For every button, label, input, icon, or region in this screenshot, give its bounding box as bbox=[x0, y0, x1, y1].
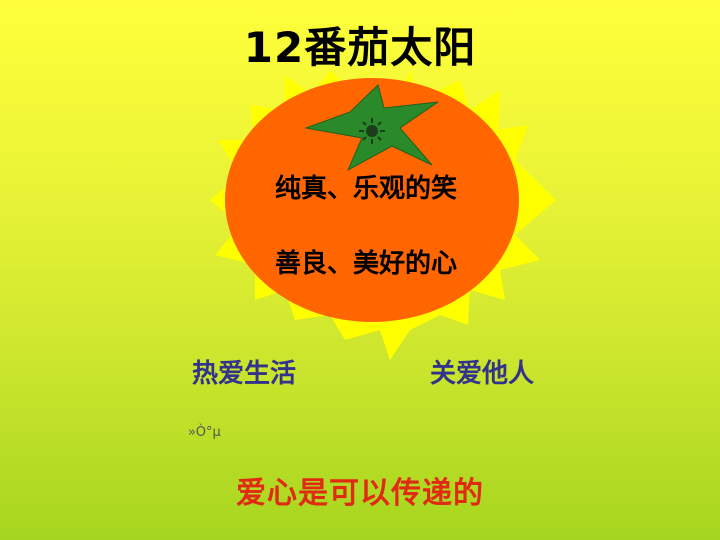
tomato-body bbox=[225, 78, 519, 322]
sun-line-2: 善良、美好的心 bbox=[274, 249, 457, 279]
garbled-text: »Ò°µ bbox=[188, 425, 221, 440]
right-text: 关爱他人 bbox=[430, 359, 535, 389]
slide-title: 12番茄太阳 bbox=[243, 23, 477, 72]
sun-icon bbox=[359, 118, 385, 144]
bottom-text: 爱心是可以传递的 bbox=[236, 476, 484, 511]
left-text: 热爱生活 bbox=[192, 359, 297, 389]
sun-line-1: 纯真、乐观的笑 bbox=[274, 174, 457, 204]
